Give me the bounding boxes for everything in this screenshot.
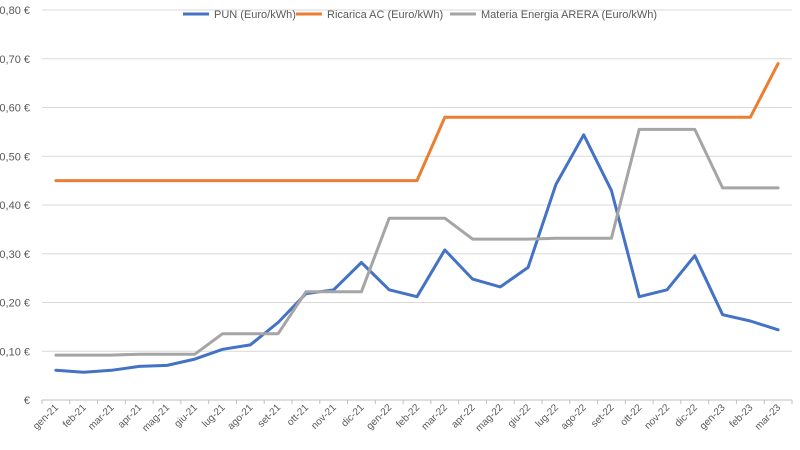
x-tick-label: ago-21 (226, 402, 256, 432)
gridlines (42, 9, 792, 401)
legend-label: PUN (Euro/kWh) (214, 9, 296, 21)
x-tick-label: gen-23 (698, 402, 728, 432)
y-tick-label: 0,10 € (0, 346, 30, 358)
x-tick-label: giu-21 (172, 402, 200, 430)
x-tick-label: lug-21 (200, 402, 228, 430)
x-tick-label: nov-22 (643, 402, 673, 432)
x-tick-label: mar-21 (86, 402, 116, 432)
x-tick-label: ott-21 (285, 402, 311, 428)
x-tick-label: ott-22 (618, 402, 644, 428)
legend: PUN (Euro/kWh) Ricarica AC (Euro/kWh) Mate… (183, 9, 657, 21)
y-tick-label: € (24, 395, 30, 407)
x-tick-label: mar-23 (753, 402, 783, 432)
x-tick-label: gen-21 (31, 402, 61, 432)
y-tick-label: 0,80 € (0, 5, 30, 17)
x-tick-label: gen-22 (365, 402, 395, 432)
y-axis-ticks: €0,10 € 0,20 € 0,30 € 0,40 € 0,50 € 0,60 € 0,7… (0, 5, 30, 407)
series-line (54, 127, 780, 357)
x-tick-label: dic-22 (673, 402, 700, 429)
y-tick-label: 0,70 € (0, 54, 30, 66)
y-tick-label: 0,30 € (0, 249, 30, 261)
y-tick-label: 0,50 € (0, 151, 30, 163)
y-tick-label: 0,60 € (0, 103, 30, 115)
series-line (54, 133, 780, 374)
x-tick-label: feb-23 (728, 402, 756, 430)
legend-label: Ricarica AC (Euro/kWh) (327, 9, 443, 21)
x-tick-label: dic-21 (340, 402, 367, 429)
x-tick-label: lug-22 (534, 402, 562, 430)
x-tick-label: nov-21 (309, 402, 339, 432)
series-line (54, 62, 780, 183)
y-tick-label: 0,20 € (0, 298, 30, 310)
x-tick-label: mag-21 (140, 402, 172, 434)
x-tick-label: feb-22 (394, 402, 422, 430)
x-tick-label: set-22 (589, 402, 617, 430)
x-tick-label: mag-22 (474, 402, 506, 434)
x-tick-label: feb-21 (61, 402, 89, 430)
legend-label: Materia Energia ARERA (Euro/kWh) (481, 9, 657, 21)
x-tick-label: set-21 (256, 402, 284, 430)
series-lines (54, 62, 780, 374)
y-tick-label: 0,40 € (0, 200, 30, 212)
x-tick-label: ago-22 (559, 402, 589, 432)
x-tick-label: mar-22 (420, 402, 450, 432)
x-tick-label: giu-22 (506, 402, 534, 430)
